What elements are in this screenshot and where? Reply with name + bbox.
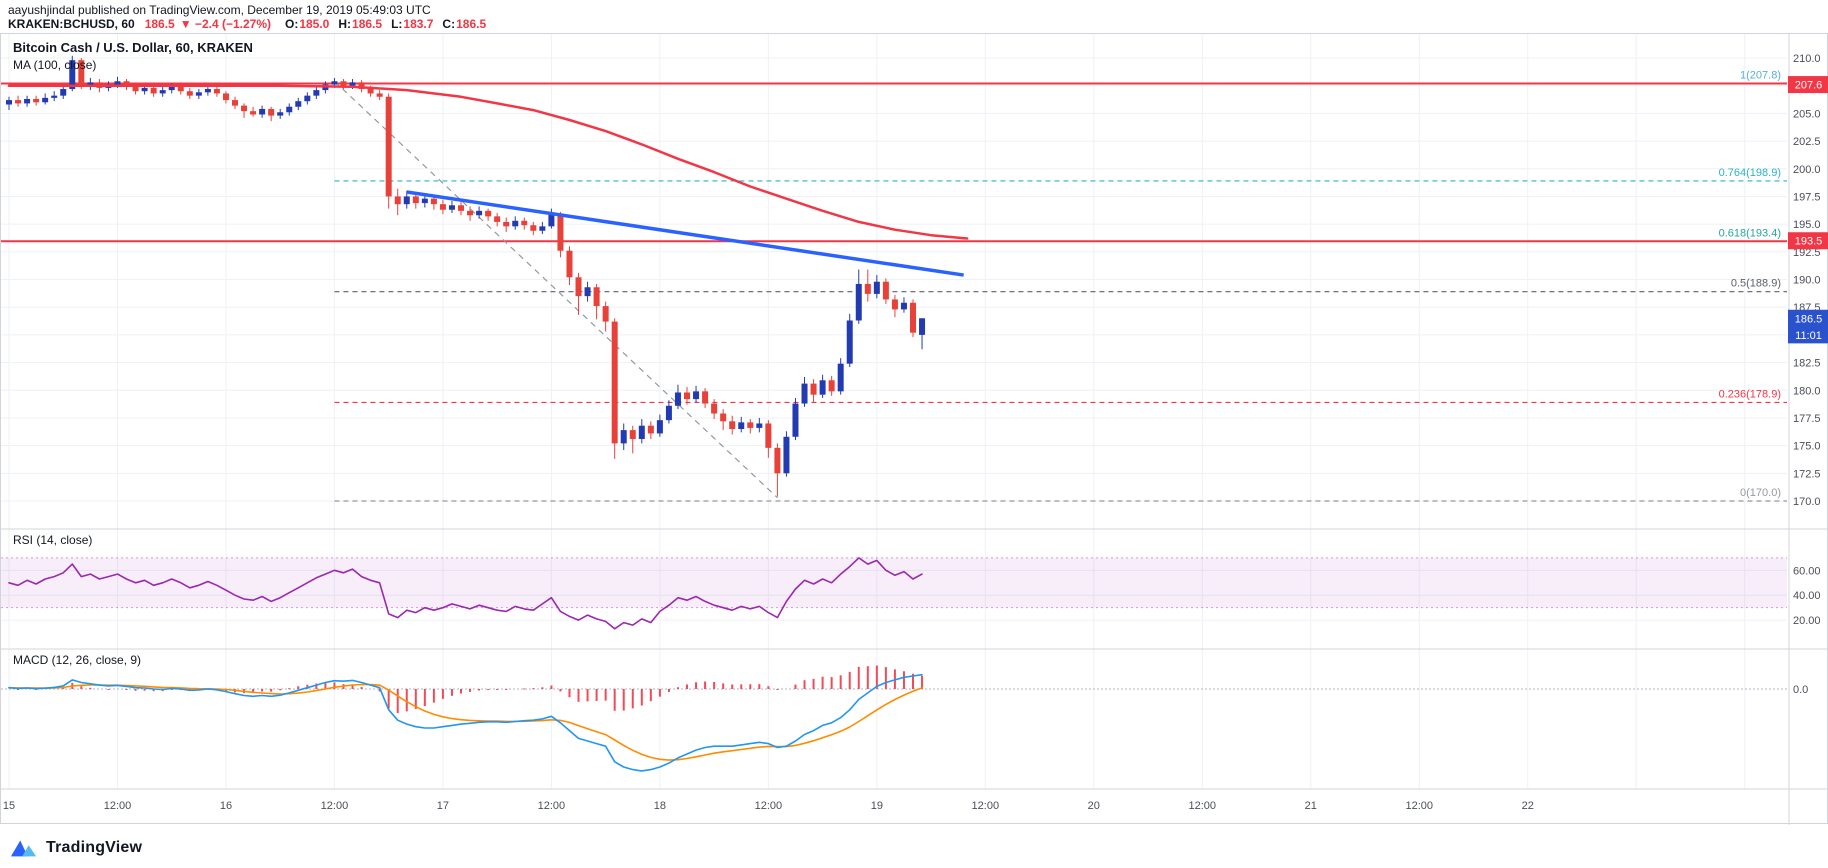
- symbol-label: KRAKEN:BCHUSD, 60: [8, 17, 135, 31]
- svg-text:180.0: 180.0: [1793, 385, 1821, 397]
- svg-text:1(207.8): 1(207.8): [1740, 69, 1781, 81]
- open-number: 185.0: [299, 17, 330, 31]
- svg-text:16: 16: [220, 800, 232, 812]
- svg-text:15: 15: [3, 800, 15, 812]
- low-value: L:183.7: [391, 17, 433, 31]
- svg-text:175.0: 175.0: [1793, 441, 1821, 453]
- svg-text:190.0: 190.0: [1793, 275, 1821, 287]
- svg-text:12:00: 12:00: [104, 800, 132, 812]
- svg-text:12:00: 12:00: [972, 800, 1000, 812]
- svg-text:186.5: 186.5: [1795, 313, 1823, 325]
- chart-widget: 1(207.8) 0.764(198.9) 0.618(193.4) 0.5(188.…: [0, 33, 1828, 825]
- svg-text:21: 21: [1305, 800, 1317, 812]
- svg-text:22: 22: [1522, 800, 1534, 812]
- svg-text:205.0: 205.0: [1793, 108, 1821, 120]
- attribution-line: aayushjindal published on TradingView.co…: [8, 3, 431, 17]
- svg-text:177.5: 177.5: [1793, 413, 1821, 425]
- tradingview-logo-icon: [10, 840, 37, 857]
- svg-text:40.00: 40.00: [1793, 590, 1821, 602]
- high-label: H:: [338, 17, 352, 31]
- svg-text:193.5: 193.5: [1795, 236, 1823, 248]
- svg-text:200.0: 200.0: [1793, 164, 1821, 176]
- low-number: 183.7: [403, 17, 434, 31]
- svg-text:20: 20: [1088, 800, 1100, 812]
- svg-text:60.00: 60.00: [1793, 565, 1821, 577]
- svg-text:0(170.0): 0(170.0): [1740, 487, 1781, 499]
- footer: TradingView: [10, 831, 142, 865]
- open-label: O:: [284, 17, 299, 31]
- last-price: 186.5: [144, 17, 175, 31]
- svg-text:18: 18: [654, 800, 666, 812]
- low-label: L:: [391, 17, 403, 31]
- close-value: C:186.5: [442, 17, 486, 31]
- svg-text:170.0: 170.0: [1793, 496, 1821, 508]
- svg-text:0.618(193.4): 0.618(193.4): [1719, 227, 1781, 239]
- svg-text:182.5: 182.5: [1793, 358, 1821, 370]
- chart-canvas: 1(207.8) 0.764(198.9) 0.618(193.4) 0.5(188.…: [1, 34, 1828, 825]
- brand-name: TradingView: [46, 839, 143, 856]
- svg-text:192.5: 192.5: [1793, 247, 1821, 259]
- high-number: 186.5: [352, 17, 383, 31]
- svg-text:0.0: 0.0: [1793, 684, 1808, 696]
- price-change: ▼ −2.4 (−1.27%): [179, 17, 271, 31]
- svg-text:12:00: 12:00: [538, 800, 566, 812]
- close-number: 186.5: [456, 17, 487, 31]
- svg-text:0.5(188.9): 0.5(188.9): [1731, 278, 1781, 290]
- svg-text:202.5: 202.5: [1793, 136, 1821, 148]
- quote-bar: KRAKEN:BCHUSD, 60 186.5 ▼ −2.4 (−1.27%) O:1…: [8, 17, 495, 31]
- svg-text:0.764(198.9): 0.764(198.9): [1719, 167, 1781, 179]
- svg-text:12:00: 12:00: [755, 800, 783, 812]
- svg-text:195.0: 195.0: [1793, 219, 1821, 231]
- svg-text:12:00: 12:00: [321, 800, 349, 812]
- svg-text:207.6: 207.6: [1795, 80, 1823, 92]
- svg-text:172.5: 172.5: [1793, 468, 1821, 480]
- svg-text:210.0: 210.0: [1793, 53, 1821, 65]
- open-value: O:185.0: [285, 17, 329, 31]
- svg-text:12:00: 12:00: [1189, 800, 1217, 812]
- svg-text:19: 19: [871, 800, 883, 812]
- svg-text:11:01: 11:01: [1795, 330, 1822, 342]
- svg-text:20.00: 20.00: [1793, 615, 1821, 627]
- svg-text:12:00: 12:00: [1405, 800, 1433, 812]
- high-value: H:186.5: [338, 17, 382, 31]
- svg-text:197.5: 197.5: [1793, 191, 1821, 203]
- svg-text:17: 17: [437, 800, 449, 812]
- svg-text:0.236(178.9): 0.236(178.9): [1719, 388, 1781, 400]
- close-label: C:: [442, 17, 456, 31]
